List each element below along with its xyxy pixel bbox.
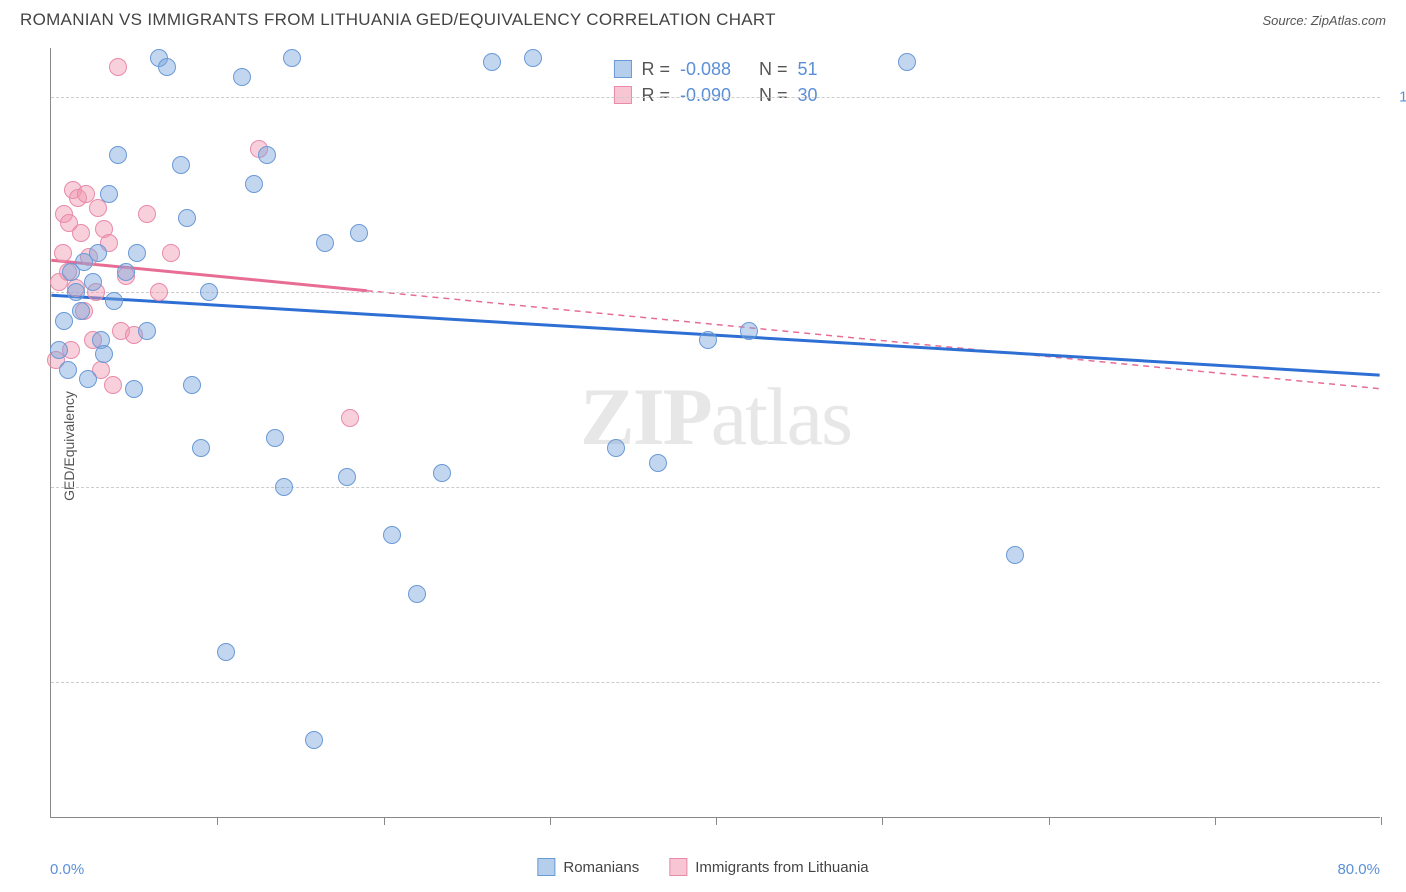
data-point-lithuania [341,409,359,427]
data-point-romanians [100,185,118,203]
x-axis-end-label: 80.0% [1337,861,1380,878]
legend-item-romanians: Romanians [537,858,639,876]
data-point-romanians [383,526,401,544]
gridline [51,292,1380,293]
data-point-romanians [350,224,368,242]
data-point-romanians [105,292,123,310]
data-point-lithuania [109,58,127,76]
square-icon [613,60,631,78]
x-tick [716,817,717,825]
data-point-romanians [109,146,127,164]
data-point-lithuania [104,376,122,394]
x-tick [1381,817,1382,825]
data-point-romanians [59,361,77,379]
legend-label: Romanians [563,859,639,876]
data-point-romanians [138,322,156,340]
stat-label: N = [759,82,788,108]
data-point-lithuania [162,244,180,262]
legend-label: Immigrants from Lithuania [695,859,868,876]
data-point-lithuania [72,224,90,242]
data-point-romanians [433,464,451,482]
data-point-romanians [283,49,301,67]
chart-title: ROMANIAN VS IMMIGRANTS FROM LITHUANIA GE… [20,10,776,30]
data-point-romanians [408,585,426,603]
source-label: Source: ZipAtlas.com [1262,13,1386,28]
data-point-romanians [50,341,68,359]
data-point-romanians [95,345,113,363]
x-tick [217,817,218,825]
stat-value: 30 [798,82,818,108]
data-point-romanians [649,454,667,472]
data-point-romanians [266,429,284,447]
data-point-romanians [84,273,102,291]
data-point-romanians [128,244,146,262]
x-tick [1215,817,1216,825]
gridline [51,682,1380,683]
stats-box: R = -0.088 N = 51 R = -0.090 N = 30 [599,50,831,114]
square-icon [613,86,631,104]
data-point-romanians [898,53,916,71]
x-tick [1049,817,1050,825]
data-point-romanians [699,331,717,349]
x-axis-start-label: 0.0% [50,861,84,878]
data-point-romanians [275,478,293,496]
chart-plot-area: ZIPatlas R =-0.088N =51R =-0.090N =30 70… [50,48,1380,818]
y-tick-label: 100.0% [1399,88,1406,105]
data-point-romanians [67,283,85,301]
data-point-romanians [245,175,263,193]
data-point-romanians [117,263,135,281]
x-tick [550,817,551,825]
data-point-romanians [172,156,190,174]
stat-label: N = [759,56,788,82]
data-point-romanians [338,468,356,486]
data-point-lithuania [150,283,168,301]
data-point-romanians [483,53,501,71]
data-point-romanians [72,302,90,320]
data-point-romanians [217,643,235,661]
data-point-romanians [125,380,143,398]
data-point-romanians [192,439,210,457]
data-point-romanians [740,322,758,340]
stat-label: R = [641,56,670,82]
data-point-romanians [233,68,251,86]
data-point-romanians [1006,546,1024,564]
legend: Romanians Immigrants from Lithuania [537,858,868,876]
data-point-romanians [200,283,218,301]
square-icon [537,858,555,876]
data-point-romanians [258,146,276,164]
trendlines-layer [51,48,1380,817]
stat-label: R = [641,82,670,108]
legend-item-lithuania: Immigrants from Lithuania [669,858,868,876]
x-tick [384,817,385,825]
square-icon [669,858,687,876]
x-tick [882,817,883,825]
data-point-lithuania [138,205,156,223]
stat-value: -0.090 [680,82,731,108]
data-point-romanians [183,376,201,394]
data-point-romanians [55,312,73,330]
stat-value: 51 [798,56,818,82]
data-point-romanians [316,234,334,252]
data-point-romanians [305,731,323,749]
data-point-romanians [79,370,97,388]
stat-value: -0.088 [680,56,731,82]
data-point-romanians [524,49,542,67]
data-point-romanians [178,209,196,227]
data-point-romanians [158,58,176,76]
gridline [51,487,1380,488]
stats-row: R = -0.088 N = 51 [613,56,817,82]
gridline [51,97,1380,98]
data-point-romanians [89,244,107,262]
stats-row: R = -0.090 N = 30 [613,82,817,108]
data-point-lithuania [54,244,72,262]
data-point-romanians [607,439,625,457]
